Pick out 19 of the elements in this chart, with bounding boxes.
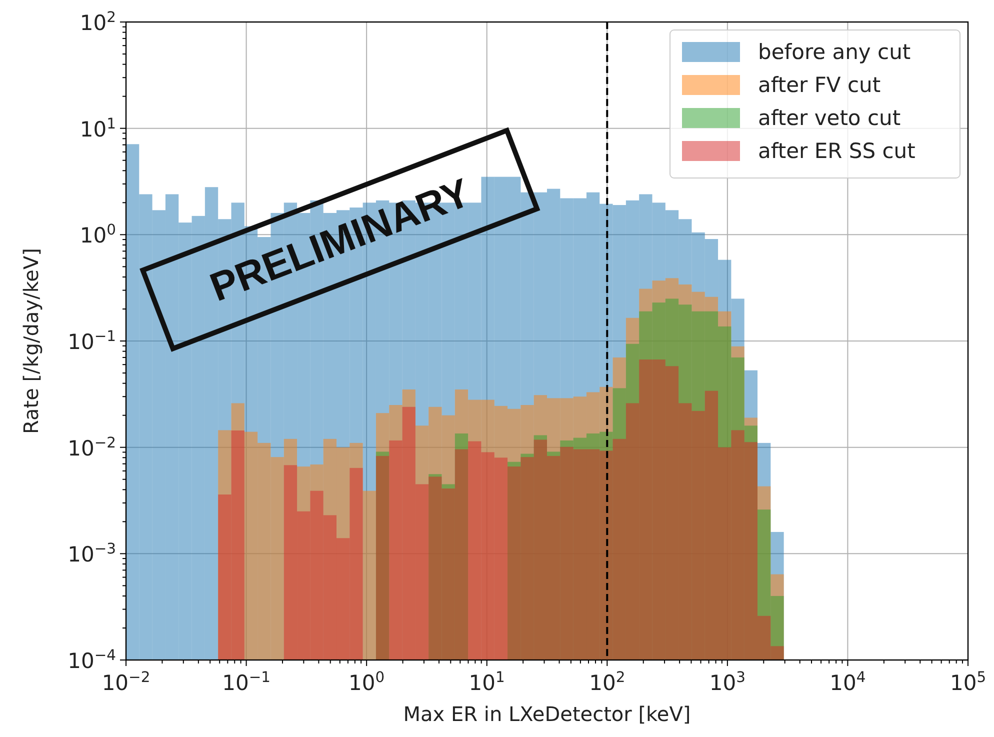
legend-label: after FV cut <box>758 73 881 97</box>
y-tick-label: 10$^{−3}$ <box>68 540 116 567</box>
x-tick-label: 10$^{1}$ <box>468 668 505 695</box>
y-axis-title: Rate [/kg/day/keV] <box>19 248 43 434</box>
y-tick-label: 10$^{2}$ <box>80 8 116 35</box>
y-tick-label: 10$^{1}$ <box>80 114 116 142</box>
legend-label: before any cut <box>758 40 911 64</box>
y-tick-label: 10$^{−2}$ <box>68 434 116 460</box>
x-tick-label: 10$^{0}$ <box>348 668 385 695</box>
legend-label: after ER SS cut <box>758 139 916 163</box>
x-tick-label: 10$^{−1}$ <box>222 668 270 695</box>
x-tick-label: 10$^{5}$ <box>950 668 986 695</box>
y-tick-label: 10$^{−1}$ <box>68 328 116 354</box>
legend-label: after veto cut <box>758 106 901 130</box>
x-axis-title: Max ER in LXeDetector [keV] <box>403 702 691 726</box>
x-tick-label: 10$^{4}$ <box>830 668 866 695</box>
x-tick-label: 10$^{3}$ <box>709 668 746 695</box>
y-tick-label: 10$^{0}$ <box>80 221 116 248</box>
x-tick-label: 10$^{2}$ <box>589 668 626 695</box>
